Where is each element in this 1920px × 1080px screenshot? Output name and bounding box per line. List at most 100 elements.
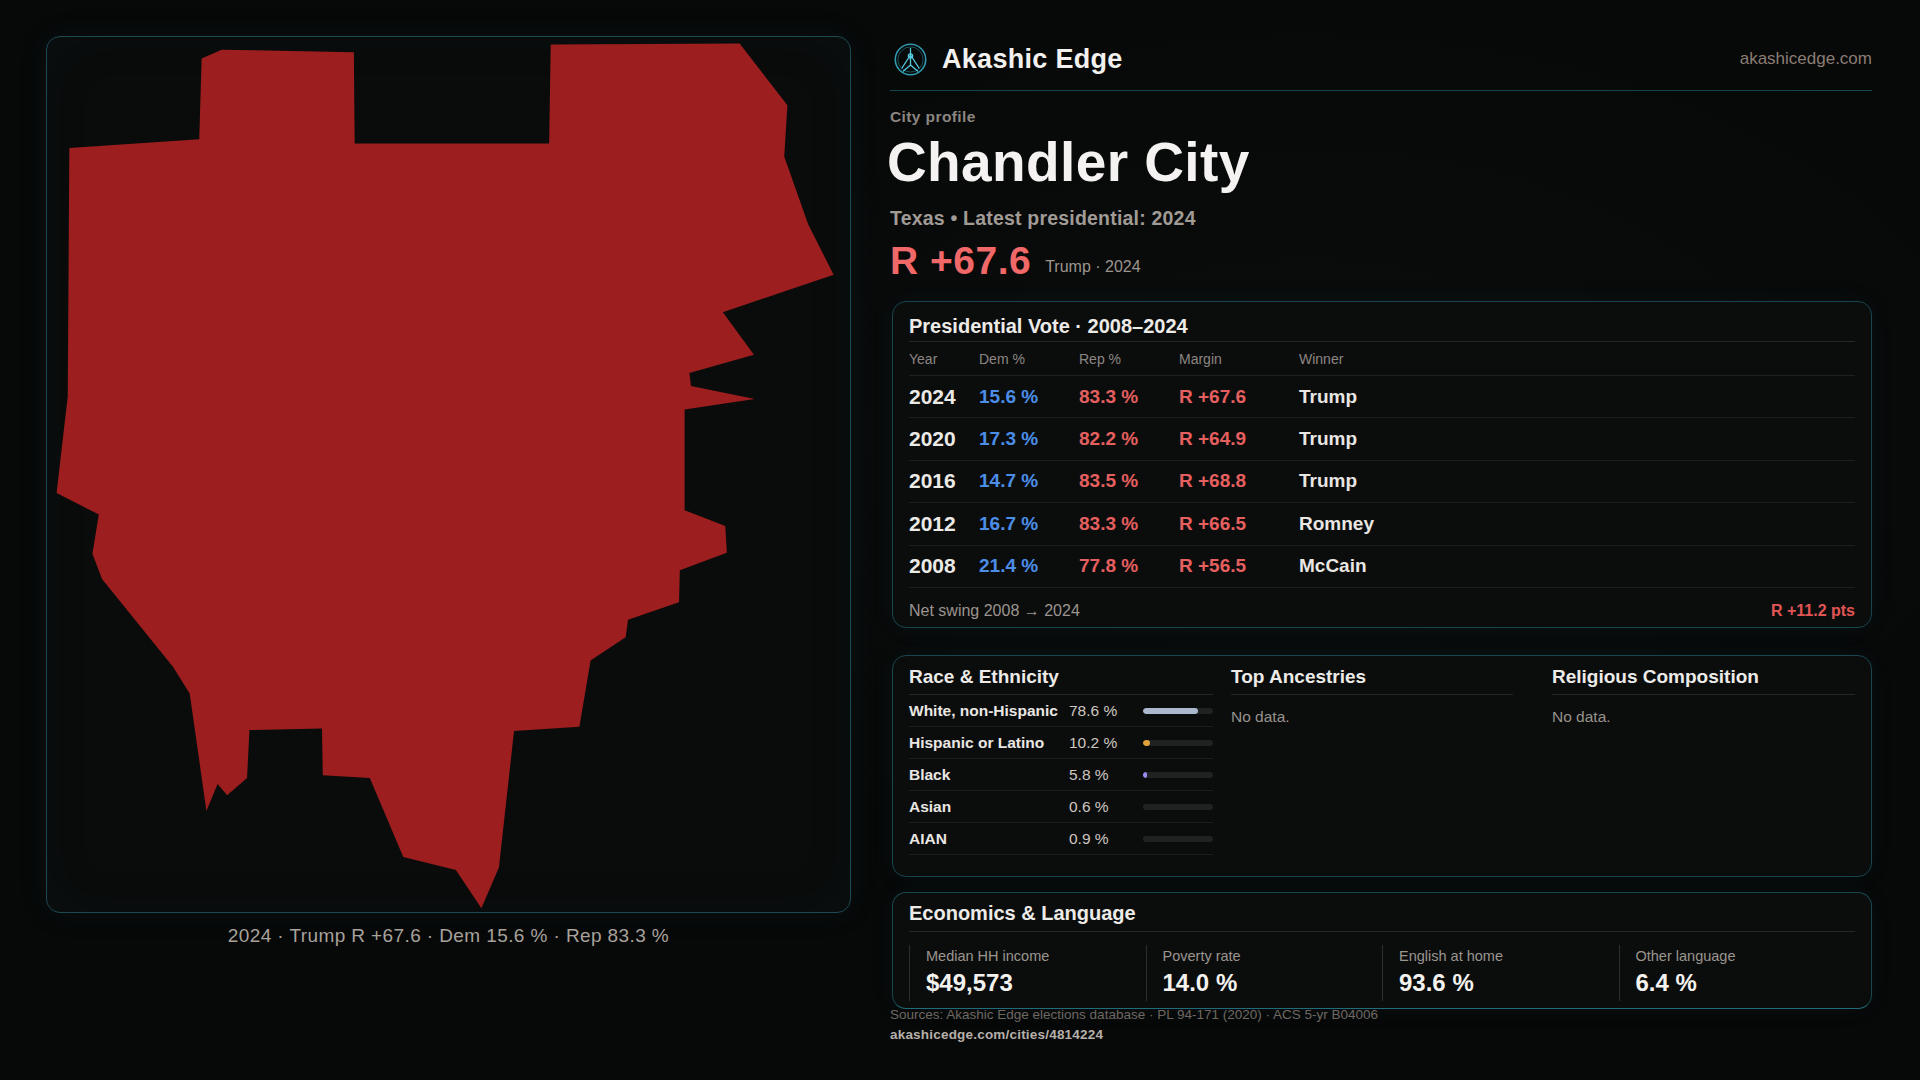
- presidential-vote-card: Presidential Vote · 2008–2024 Year Dem %…: [892, 301, 1872, 628]
- race-bar: [1143, 740, 1213, 746]
- divider: [1552, 694, 1855, 695]
- race-value: 0.9 %: [1069, 830, 1143, 848]
- religion-section-title: Religious Composition: [1552, 666, 1855, 688]
- col-header-year: Year: [909, 351, 979, 367]
- headline-margin-note: Trump · 2024: [1045, 258, 1140, 280]
- cell-dem: 17.3 %: [979, 428, 1079, 450]
- brand-logo-icon: [894, 43, 927, 76]
- cell-margin: R +56.5: [1179, 555, 1299, 577]
- vote-table-header: Year Dem % Rep % Margin Winner: [909, 342, 1855, 376]
- cell-year: 2012: [909, 512, 979, 536]
- cell-dem: 15.6 %: [979, 386, 1079, 408]
- cell-dem: 14.7 %: [979, 470, 1079, 492]
- net-swing-label: Net swing 2008 → 2024: [909, 602, 1080, 620]
- stat-value: 93.6 %: [1399, 969, 1619, 997]
- table-row: 2016 14.7 % 83.5 % R +68.8 Trump: [909, 461, 1855, 503]
- city-url-link[interactable]: akashicedge.com/cities/4814224: [890, 1027, 1103, 1042]
- col-header-margin: Margin: [1179, 351, 1299, 367]
- cell-rep: 83.5 %: [1079, 470, 1179, 492]
- stat-poverty-rate: Poverty rate 14.0 %: [1146, 945, 1383, 1001]
- race-row: AIAN 0.9 %: [909, 823, 1213, 855]
- brand-name: Akashic Edge: [942, 44, 1123, 75]
- cell-rep: 83.3 %: [1079, 386, 1179, 408]
- race-label: Asian: [909, 798, 1069, 816]
- race-label: AIAN: [909, 830, 1069, 848]
- city-map-panel: [46, 36, 851, 913]
- city-map: [51, 41, 848, 910]
- cell-margin: R +66.5: [1179, 513, 1299, 535]
- vote-card-title: Presidential Vote · 2008–2024: [909, 314, 1855, 338]
- cell-winner: Romney: [1299, 513, 1855, 535]
- religion-section: Religious Composition No data.: [1552, 666, 1855, 876]
- stat-median-income: Median HH income $49,573: [909, 945, 1146, 1001]
- table-row: 2020 17.3 % 82.2 % R +64.9 Trump: [909, 418, 1855, 460]
- cell-year: 2016: [909, 469, 979, 493]
- stat-value: 14.0 %: [1163, 969, 1383, 997]
- race-bar: [1143, 708, 1213, 714]
- ancestries-section-title: Top Ancestries: [1231, 666, 1513, 688]
- col-header-rep: Rep %: [1079, 351, 1179, 367]
- race-ethnicity-section: Race & Ethnicity White, non-Hispanic 78.…: [909, 666, 1213, 876]
- cell-year: 2020: [909, 427, 979, 451]
- cell-dem: 21.4 %: [979, 555, 1079, 577]
- cell-margin: R +64.9: [1179, 428, 1299, 450]
- race-row: White, non-Hispanic 78.6 %: [909, 695, 1213, 727]
- race-bar: [1143, 772, 1213, 778]
- cell-rep: 82.2 %: [1079, 428, 1179, 450]
- cell-winner: Trump: [1299, 470, 1855, 492]
- stat-english-at-home: English at home 93.6 %: [1382, 945, 1619, 1001]
- race-row: Hispanic or Latino 10.2 %: [909, 727, 1213, 759]
- cell-rep: 83.3 %: [1079, 513, 1179, 535]
- cell-year: 2008: [909, 554, 979, 578]
- economics-stats-row: Median HH income $49,573 Poverty rate 14…: [909, 945, 1855, 1001]
- net-swing-row: Net swing 2008 → 2024 R +11.2 pts: [909, 588, 1855, 628]
- cell-margin: R +67.6: [1179, 386, 1299, 408]
- cell-year: 2024: [909, 385, 979, 409]
- sources-text: Sources: Akashic Edge elections database…: [890, 1007, 1378, 1022]
- stat-label: English at home: [1399, 945, 1619, 964]
- ancestries-empty-text: No data.: [1231, 708, 1513, 726]
- net-swing-value: R +11.2 pts: [1771, 602, 1855, 620]
- top-ancestries-section: Top Ancestries No data.: [1231, 666, 1513, 876]
- stat-label: Poverty rate: [1163, 945, 1383, 964]
- stat-value: $49,573: [926, 969, 1146, 997]
- table-row: 2024 15.6 % 83.3 % R +67.6 Trump: [909, 376, 1855, 418]
- divider: [1231, 694, 1513, 695]
- race-value: 78.6 %: [1069, 702, 1143, 720]
- race-label: Black: [909, 766, 1069, 784]
- race-value: 10.2 %: [1069, 734, 1143, 752]
- race-row: Asian 0.6 %: [909, 791, 1213, 823]
- cell-rep: 77.8 %: [1079, 555, 1179, 577]
- demographics-card: Race & Ethnicity White, non-Hispanic 78.…: [892, 655, 1872, 877]
- stat-label: Median HH income: [926, 945, 1146, 964]
- religion-empty-text: No data.: [1552, 708, 1855, 726]
- divider: [909, 931, 1855, 932]
- race-bar: [1143, 836, 1213, 842]
- race-section-title: Race & Ethnicity: [909, 666, 1213, 688]
- headline-margin-value: R +67.6: [890, 241, 1031, 280]
- stat-value: 6.4 %: [1636, 969, 1856, 997]
- table-row: 2012 16.7 % 83.3 % R +66.5 Romney: [909, 503, 1855, 545]
- city-shape: [57, 44, 834, 909]
- race-label: Hispanic or Latino: [909, 734, 1069, 752]
- col-header-winner: Winner: [1299, 351, 1855, 367]
- cell-margin: R +68.8: [1179, 470, 1299, 492]
- cell-dem: 16.7 %: [979, 513, 1079, 535]
- page-kicker: City profile: [890, 108, 976, 126]
- brand-domain-link[interactable]: akashicedge.com: [1740, 49, 1872, 69]
- economics-card-title: Economics & Language: [909, 902, 1855, 925]
- site-header: Akashic Edge akashicedge.com: [890, 28, 1872, 91]
- race-value: 0.6 %: [1069, 798, 1143, 816]
- table-row: 2008 21.4 % 77.8 % R +56.5 McCain: [909, 546, 1855, 588]
- page-title: Chandler City: [887, 130, 1250, 194]
- col-header-dem: Dem %: [979, 351, 1079, 367]
- cell-winner: Trump: [1299, 386, 1855, 408]
- map-caption: 2024 · Trump R +67.6 · Dem 15.6 % · Rep …: [46, 925, 851, 947]
- headline-margin-row: R +67.6 Trump · 2024: [890, 241, 1141, 280]
- cell-winner: McCain: [1299, 555, 1855, 577]
- stat-label: Other language: [1636, 945, 1856, 964]
- cell-winner: Trump: [1299, 428, 1855, 450]
- stat-other-language: Other language 6.4 %: [1619, 945, 1856, 1001]
- economics-card: Economics & Language Median HH income $4…: [892, 892, 1872, 1009]
- page-subtitle: Texas • Latest presidential: 2024: [890, 207, 1196, 230]
